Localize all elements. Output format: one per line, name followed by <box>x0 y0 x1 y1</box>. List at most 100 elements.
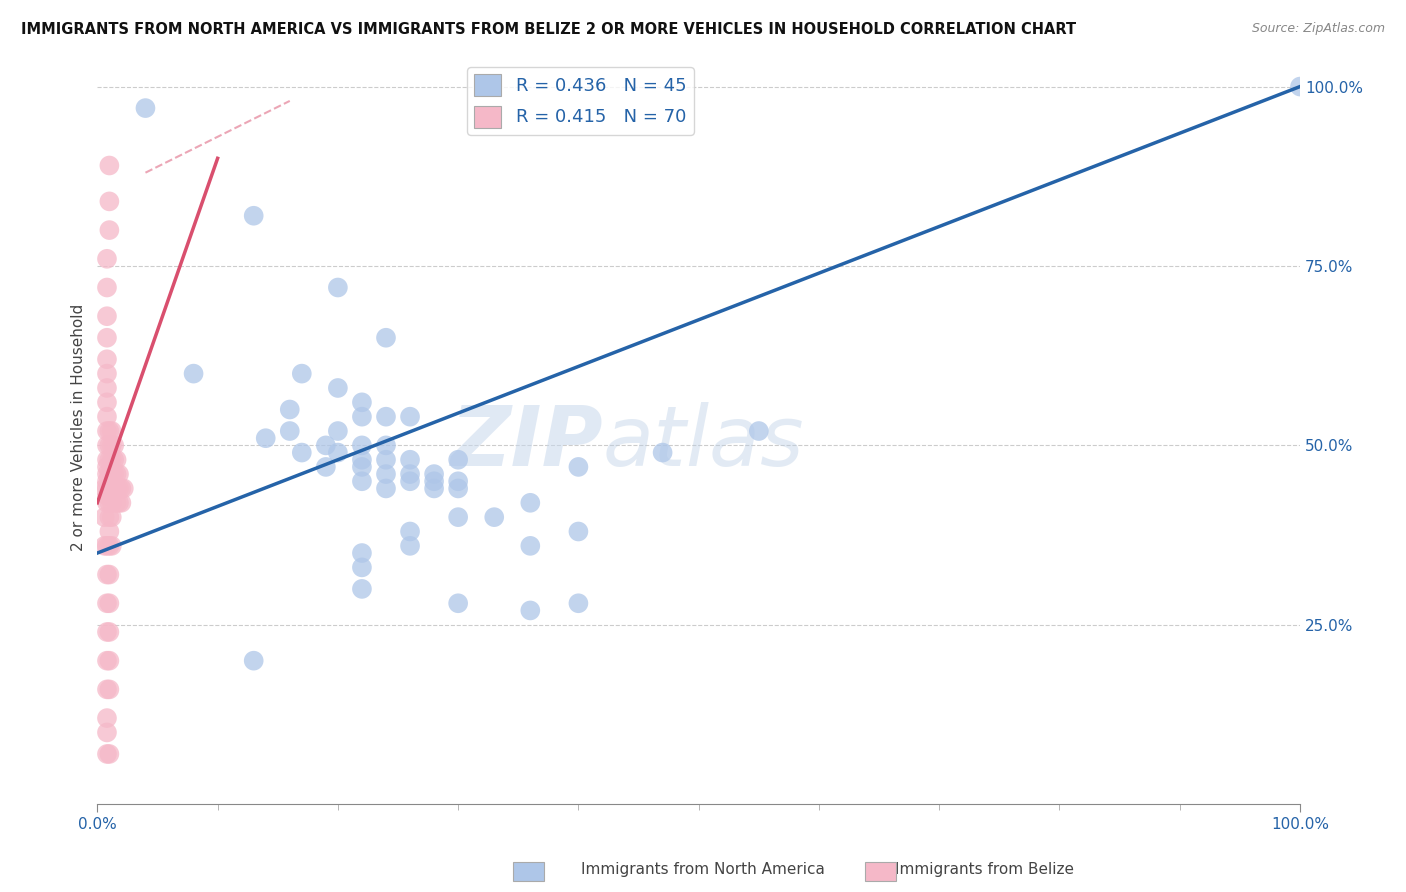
Point <box>96 409 118 424</box>
Point <box>98 567 121 582</box>
Point <box>101 438 124 452</box>
Point <box>350 475 373 489</box>
Point <box>101 496 124 510</box>
Point <box>350 409 373 424</box>
Point <box>350 452 373 467</box>
Point <box>103 467 125 481</box>
Point <box>96 567 118 582</box>
Point <box>183 367 205 381</box>
Point <box>96 438 118 452</box>
Point <box>96 624 118 639</box>
Point <box>447 482 470 496</box>
Point <box>375 409 398 424</box>
Point <box>375 331 398 345</box>
Point <box>96 367 118 381</box>
Point <box>103 438 125 452</box>
Point <box>350 459 373 474</box>
Point <box>447 510 470 524</box>
Point <box>98 524 121 539</box>
Point <box>105 482 128 496</box>
Point <box>748 424 770 438</box>
Point <box>399 524 422 539</box>
Point <box>96 280 118 294</box>
Point <box>96 682 118 697</box>
Point <box>98 596 121 610</box>
Point <box>105 467 128 481</box>
Point <box>105 452 128 467</box>
Point <box>399 475 422 489</box>
Point <box>98 223 121 237</box>
Point <box>96 459 118 474</box>
Point <box>350 546 373 560</box>
Point <box>98 496 121 510</box>
Point <box>96 539 118 553</box>
Point <box>96 331 118 345</box>
Point <box>567 596 589 610</box>
Point <box>1289 79 1312 94</box>
Point <box>96 747 118 761</box>
Point <box>108 482 131 496</box>
Point <box>326 280 349 294</box>
Point <box>242 209 264 223</box>
Point <box>98 424 121 438</box>
Point <box>105 496 128 510</box>
Point <box>96 596 118 610</box>
Point <box>103 452 125 467</box>
Text: Source: ZipAtlas.com: Source: ZipAtlas.com <box>1251 22 1385 36</box>
Point <box>98 159 121 173</box>
Legend: R = 0.436   N = 45, R = 0.415   N = 70: R = 0.436 N = 45, R = 0.415 N = 70 <box>467 67 693 135</box>
Point <box>399 467 422 481</box>
Point <box>101 424 124 438</box>
Point <box>326 381 349 395</box>
Point <box>112 482 135 496</box>
Point <box>96 496 118 510</box>
Point <box>350 560 373 574</box>
Point <box>326 424 349 438</box>
Point <box>399 539 422 553</box>
Point <box>93 539 115 553</box>
Point <box>350 582 373 596</box>
Text: Immigrants from North America: Immigrants from North America <box>581 863 825 877</box>
Point <box>96 452 118 467</box>
Point <box>96 309 118 323</box>
Point <box>484 510 506 524</box>
Point <box>278 424 301 438</box>
Point <box>447 452 470 467</box>
Point <box>93 482 115 496</box>
Point <box>567 459 589 474</box>
Point <box>375 467 398 481</box>
Point <box>96 467 118 481</box>
Point <box>375 452 398 467</box>
Text: IMMIGRANTS FROM NORTH AMERICA VS IMMIGRANTS FROM BELIZE 2 OR MORE VEHICLES IN HO: IMMIGRANTS FROM NORTH AMERICA VS IMMIGRA… <box>21 22 1076 37</box>
Point <box>399 452 422 467</box>
Point <box>98 482 121 496</box>
Point <box>567 524 589 539</box>
Point <box>101 467 124 481</box>
Point <box>315 438 337 452</box>
Point <box>375 438 398 452</box>
Point <box>350 438 373 452</box>
Point <box>101 452 124 467</box>
Y-axis label: 2 or more Vehicles in Household: 2 or more Vehicles in Household <box>72 304 86 551</box>
Text: Immigrants from Belize: Immigrants from Belize <box>894 863 1074 877</box>
Point <box>98 539 121 553</box>
Point <box>254 431 277 445</box>
Point <box>96 252 118 266</box>
Point <box>96 475 118 489</box>
Point <box>98 194 121 209</box>
Point <box>350 395 373 409</box>
Point <box>98 624 121 639</box>
Point <box>519 496 541 510</box>
Point <box>96 482 118 496</box>
Point <box>278 402 301 417</box>
Point <box>96 654 118 668</box>
Point <box>96 489 118 503</box>
Point <box>423 475 446 489</box>
Point <box>242 654 264 668</box>
Point <box>375 482 398 496</box>
Point <box>651 445 673 459</box>
Point <box>399 409 422 424</box>
Point <box>110 482 132 496</box>
Point <box>110 496 132 510</box>
Point <box>98 510 121 524</box>
